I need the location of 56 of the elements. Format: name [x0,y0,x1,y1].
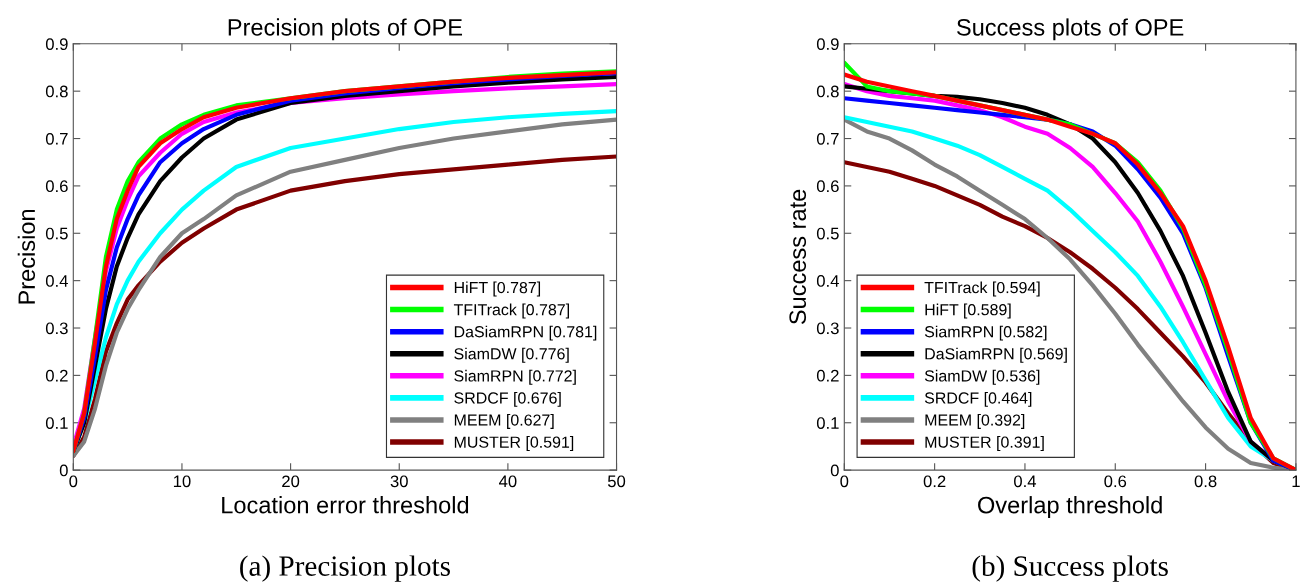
y-tick-label: 0.7 [45,132,68,145]
x-tick-label: 0.6 [1104,475,1127,488]
x-tick-label: 0.2 [923,475,946,488]
y-tick-label: 0.6 [816,180,839,193]
chart-title: Success plots of OPE [957,18,1184,41]
x-tick-label: 20 [282,475,300,488]
y-tick-label: 0.9 [45,38,68,50]
legend-label: DaSiamRPN [0.569] [925,347,1067,363]
x-tick-label: 0 [840,475,849,488]
y-tick-label: 0.3 [816,322,839,335]
legend-label: MEEM [0.627] [454,413,554,429]
y-tick-label: 0.8 [45,85,68,98]
x-tick-label: 40 [499,475,517,488]
legend-label: SiamRPN [0.772] [454,369,576,385]
y-tick-label: 0.5 [816,227,839,240]
legend-label: SiamDW [0.776] [454,347,569,363]
legend-label: SRDCF [0.464] [924,391,1032,407]
y-tick-label: 0.2 [816,369,839,382]
y-axis-title: Precision [17,209,36,304]
y-tick-label: 0.2 [45,369,68,382]
y-tick-label: 0.8 [816,85,839,98]
legend-label: MEEM [0.392] [925,413,1025,429]
legend-label: TFITrack [0.594] [924,281,1040,297]
legend-label: HiFT [0.787] [454,281,541,297]
y-tick-label: 0.6 [45,180,68,193]
x-tick-label: 0 [69,475,78,488]
x-axis-title: Overlap threshold [978,496,1162,519]
y-tick-label: 0.1 [45,417,68,429]
text: (b) Success plots [972,555,1168,582]
legend-label: SRDCF [0.676] [454,391,561,407]
y-tick-label: 0.9 [816,38,839,50]
y-tick-label: 0.4 [45,275,68,287]
x-tick-label: 30 [390,475,408,488]
legend-label: HiFT [0.589] [925,303,1011,319]
legend-label: TFITrack [0.787] [453,303,569,319]
y-tick-label: 0 [59,464,68,477]
y-tick-label: 0 [830,464,839,477]
x-tick-label: 10 [173,475,191,488]
y-tick-label: 0.7 [816,132,839,145]
chart-title: Precision plots of OPE [228,18,463,41]
x-axis-title: Location error threshold [222,496,469,514]
text: (a) Precision plots [240,555,450,582]
legend-label: MUSTER [0.591] [454,436,574,451]
y-tick-label: 0.4 [816,275,839,287]
x-tick-label: 0.4 [1014,475,1037,488]
y-tick-label: 0.1 [816,417,839,429]
y-tick-label: 0.5 [45,227,68,240]
x-tick-label: 0.8 [1194,475,1217,488]
legend-label: DaSiamRPN [0.781] [454,325,597,341]
legend-label: SiamRPN [0.582] [924,325,1047,341]
legend-label: MUSTER [0.391] [925,436,1044,451]
y-tick-label: 0.3 [45,322,68,335]
x-tick-label: 50 [607,475,626,488]
y-axis-title: Success rate [789,189,807,325]
legend-label: SiamDW [0.536] [924,369,1040,385]
x-tick-label: 1 [1292,475,1300,488]
